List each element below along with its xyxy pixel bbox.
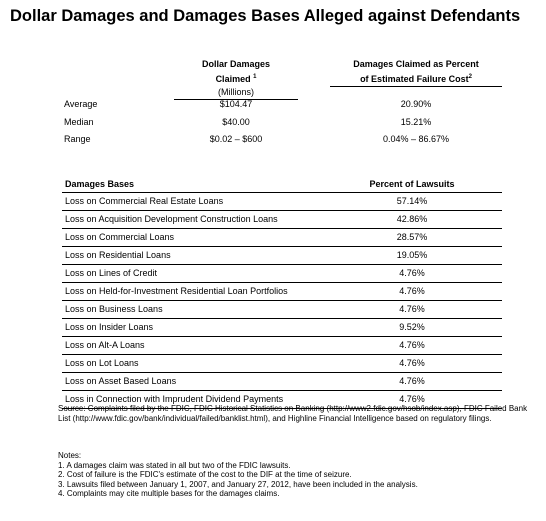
dollar-damages-unit: (Millions) [174, 86, 298, 100]
percent-of-lawsuits: 4.76% [399, 268, 425, 278]
percent-of-lawsuits: 4.76% [399, 376, 425, 386]
summary-row-percent: 0.04% – 86.67% [382, 134, 450, 144]
summary-row-label: Range [64, 134, 91, 144]
dollar-damages-header: Dollar Damages Claimed 1 (Millions) [174, 58, 298, 100]
table-row: Loss on Acquisition Development Construc… [62, 211, 502, 229]
percent-of-lawsuits: 42.86% [396, 214, 428, 224]
damages-basis-label: Loss on Acquisition Development Construc… [65, 214, 278, 224]
summary-table-header: Dollar Damages Claimed 1 (Millions) Dama… [64, 58, 502, 100]
damages-bases-column-header: Damages Bases [65, 179, 135, 189]
summary-row-dollar: $40.00 [222, 116, 250, 127]
source-text: Source: Complaints filed by the FDIC, FD… [58, 404, 528, 423]
summary-row-dollar: $104.47 [219, 99, 253, 109]
summary-row-label: Median [64, 116, 94, 127]
note-item: 2. Cost of failure is the FDIC's estimat… [58, 470, 352, 479]
table-row: Loss on Lot Loans 4.76% [62, 355, 502, 373]
table-row: Loss on Residential Loans 19.05% [62, 247, 502, 265]
damages-basis-label: Loss on Alt-A Loans [65, 340, 145, 350]
note-item: 1. A damages claim was stated in all but… [58, 460, 291, 470]
damages-basis-label: Loss on Insider Loans [65, 322, 154, 332]
table-row: Loss on Alt-A Loans 4.76% [62, 337, 502, 355]
summary-row: Median $40.00 15.21% [64, 114, 494, 132]
summary-row: Average $104.47 20.90% [64, 96, 494, 114]
table-row: Loss on Business Loans 4.76% [62, 301, 502, 319]
percent-of-lawsuits: 4.76% [399, 358, 425, 368]
table-row: Loss on Commercial Real Estate Loans 57.1… [62, 193, 502, 211]
percent-lawsuits-column-header: Percent of Lawsuits [369, 179, 455, 189]
damages-basis-label: Loss on Commercial Real Estate Loans [65, 196, 224, 206]
table-row: Loss on Lines of Credit 4.76% [62, 265, 502, 283]
percent-of-lawsuits: 19.05% [396, 250, 428, 260]
damages-basis-label: Loss in Connection with Imprudent Divide… [65, 394, 284, 404]
page-title: Dollar Damages and Damages Bases Alleged… [10, 7, 521, 25]
damages-bases-header: Damages Bases Percent of Lawsuits [62, 176, 502, 193]
table-row: Loss on Asset Based Loans 4.76% [62, 373, 502, 391]
summary-table: Dollar Damages Claimed 1 (Millions) Dama… [64, 58, 502, 149]
summary-row-dollar: $0.02 – $600 [209, 134, 263, 144]
table-row: Loss on Insider Loans 9.52% [62, 319, 502, 337]
damages-basis-label: Loss on Lines of Credit [65, 268, 158, 278]
percent-of-lawsuits: 57.14% [396, 196, 428, 206]
notes: Notes: 1. A damages claim was stated in … [58, 451, 528, 499]
damages-basis-label: Loss on Held-for-Investment Residential … [65, 286, 288, 296]
percent-of-lawsuits: 28.57% [396, 232, 428, 242]
damages-bases-body: Loss on Commercial Real Estate Loans 57.1… [62, 193, 502, 409]
summary-row-percent: 15.21% [400, 116, 432, 127]
damages-basis-label: Loss on Residential Loans [65, 250, 171, 260]
damages-basis-label: Loss on Lot Loans [65, 358, 139, 368]
table-row: Loss in Connection with Imprudent Divide… [62, 391, 502, 409]
summary-row-label: Average [64, 99, 98, 109]
summary-row: Range $0.02 – $600 0.04% – 86.67% [64, 131, 494, 149]
percent-of-lawsuits: 4.76% [399, 340, 425, 350]
damages-basis-label: Loss on Business Loans [65, 304, 163, 314]
table-row: Loss on Held-for-Investment Residential … [62, 283, 502, 301]
note-item: 4. Complaints may cite multiple bases fo… [58, 489, 280, 498]
damages-basis-label: Loss on Commercial Loans [65, 232, 175, 242]
notes-heading: Notes: [58, 451, 82, 460]
damages-basis-label: Loss on Asset Based Loans [65, 376, 177, 386]
summary-table-body: Average $104.47 20.90% Median $40.00 15.21% Ra… [64, 96, 494, 149]
percent-of-lawsuits: 4.76% [399, 394, 425, 404]
percent-failure-cost-header: Damages Claimed as Percent of Estimated … [330, 58, 502, 87]
note-item: 3. Lawsuits filed between January 1, 200… [58, 479, 418, 489]
summary-row-percent: 20.90% [400, 99, 432, 109]
percent-of-lawsuits: 9.52% [399, 322, 425, 332]
percent-of-lawsuits: 4.76% [399, 286, 425, 296]
damages-bases-table: Damages Bases Percent of Lawsuits Loss o… [62, 176, 502, 409]
percent-of-lawsuits: 4.76% [399, 304, 425, 314]
table-row: Loss on Commercial Loans 28.57% [62, 229, 502, 247]
